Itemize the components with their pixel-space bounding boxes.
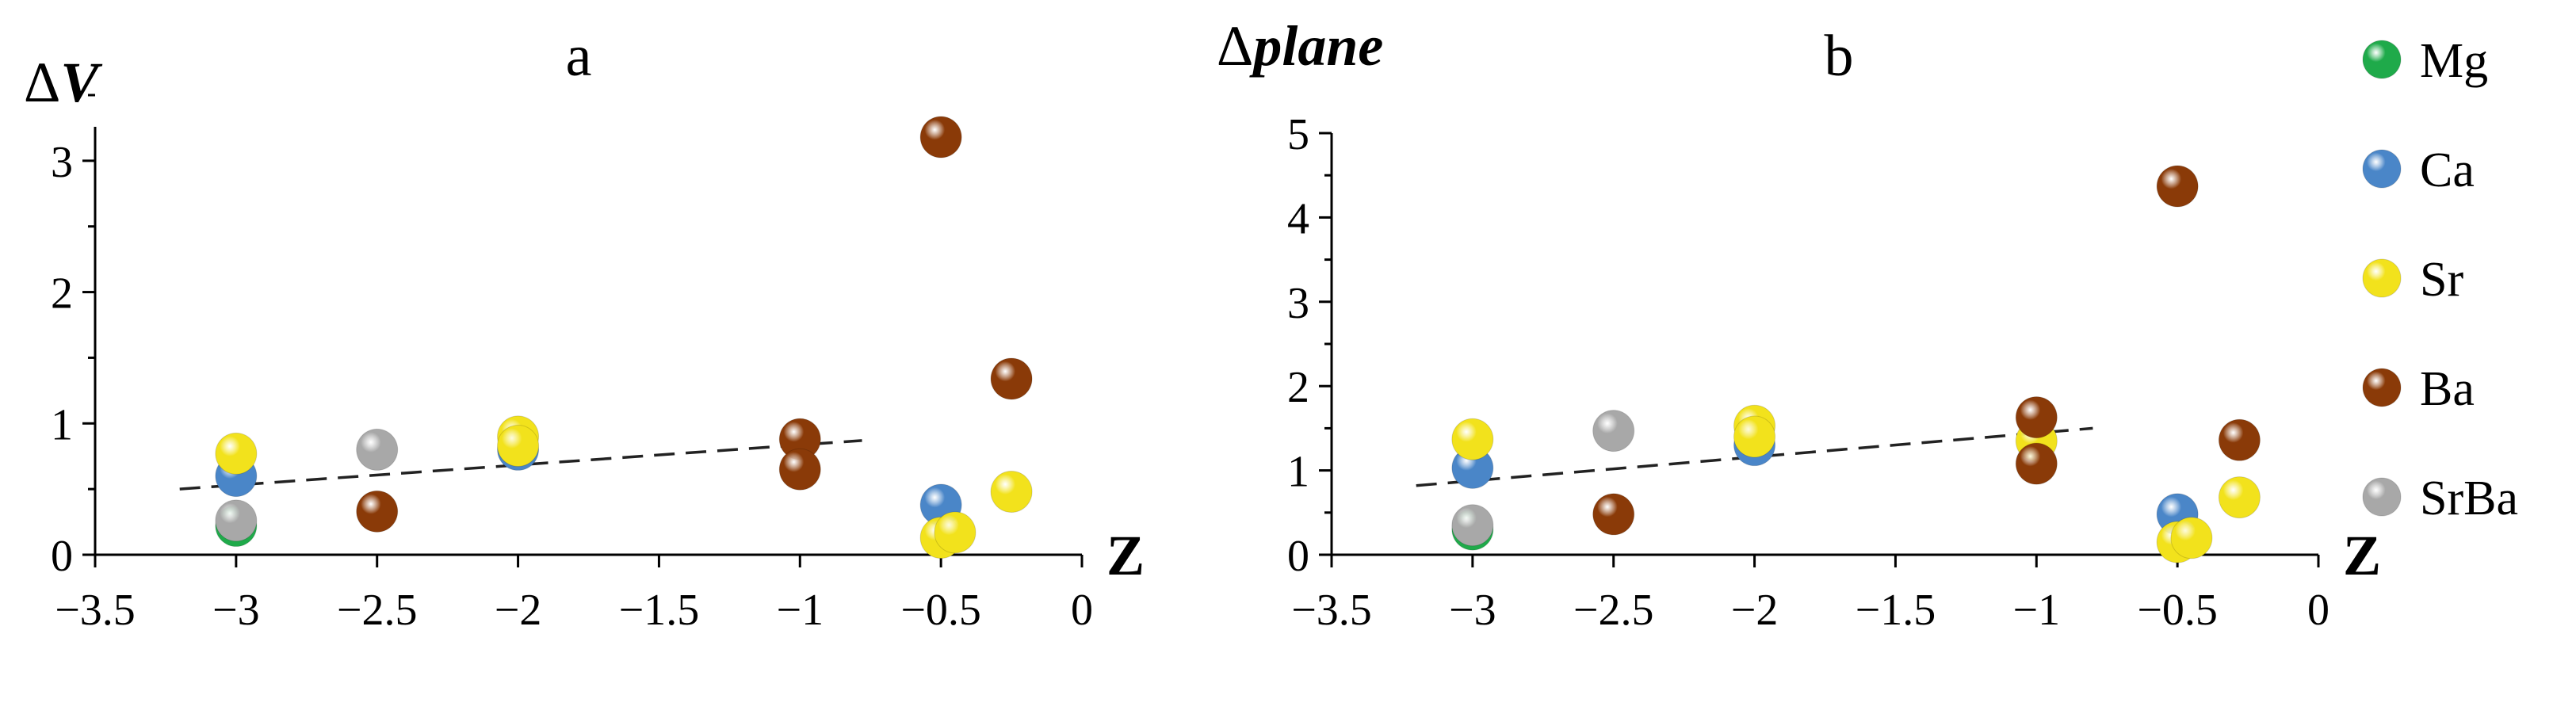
legend-label-ba: Ba <box>2420 362 2475 416</box>
y-tick-label: 4 <box>1287 194 1309 243</box>
x-tick-label: −2.5 <box>1573 586 1654 635</box>
x-tick-label: −3 <box>1449 586 1496 635</box>
y-tick-label: 5 <box>1287 110 1309 159</box>
legend-label-srba: SrBa <box>2420 472 2518 525</box>
point-sr <box>497 424 540 467</box>
trendline <box>1416 426 2093 487</box>
point-ba <box>2218 418 2261 461</box>
y-tick-label: 2 <box>51 269 73 319</box>
x-tick-label: 0 <box>1071 586 1093 635</box>
legend-label-sr: Sr <box>2420 253 2463 307</box>
point-sr <box>934 511 977 554</box>
legend-marker-sr <box>2362 258 2402 298</box>
point-srba <box>356 428 399 471</box>
x-tick-label: −3.5 <box>55 586 136 635</box>
panel-a: −3.5 −3 −2.5 −2 −1.5 −1 −0.5 0 0 1 2 3 a ΔV Z <box>24 24 1145 635</box>
point-srba <box>215 499 258 542</box>
point-ba <box>1592 493 1635 536</box>
point-srba <box>1592 410 1635 453</box>
y-tick-label: 0 <box>51 532 73 581</box>
y-axis-title: Δplane <box>1217 14 1383 78</box>
legend-marker-srba <box>2362 477 2402 517</box>
point-ba <box>2156 165 2199 208</box>
x-tick-label: −1 <box>2012 586 2060 635</box>
y-tick-label: 3 <box>1287 279 1309 328</box>
point-sr <box>1733 415 1776 458</box>
x-tick-label: −0.5 <box>2137 586 2218 635</box>
x-tick-label: −0.5 <box>900 586 981 635</box>
point-sr <box>2218 476 2261 519</box>
y-axis-title-variable: plane <box>1248 14 1383 78</box>
y-tick-label: 1 <box>1287 448 1309 497</box>
point-sr <box>1451 418 1494 460</box>
y-axis-title-symbol: Δ <box>24 51 60 114</box>
x-tick-label: 0 <box>2307 586 2329 635</box>
x-tick-label: −2.5 <box>337 586 418 635</box>
x-axis-title: Z <box>1106 524 1145 587</box>
point-ba <box>919 116 962 158</box>
x-tick-label: −2 <box>1731 586 1779 635</box>
legend-label-mg: Mg <box>2420 34 2488 88</box>
point-srba <box>1451 504 1494 547</box>
x-tick-label: −2 <box>495 586 542 635</box>
y-tick-label: 0 <box>1287 532 1309 581</box>
point-ba <box>2015 442 2058 485</box>
x-tick-label: −3 <box>212 586 260 635</box>
y-tick-label: 3 <box>51 138 73 187</box>
y-axis-title: ΔV <box>24 51 102 114</box>
point-ba <box>356 490 399 533</box>
trendline <box>179 439 862 491</box>
panel-b: −3.5 −3 −2.5 −2 −1.5 −1 −0.5 0 0 1 2 3 4 5 b Δplane Z <box>1217 14 2381 635</box>
legend-label-ca: Ca <box>2420 143 2475 197</box>
legend-marker-ba <box>2362 368 2402 407</box>
point-sr <box>2170 517 2213 560</box>
y-axis-title-variable: V <box>60 51 102 114</box>
point-ba <box>778 448 821 491</box>
point-ba <box>990 357 1033 400</box>
legend-marker-ca <box>2362 149 2402 189</box>
x-axis-title: Z <box>2343 524 2381 587</box>
point-sr <box>215 432 258 475</box>
panel-title: b <box>1825 24 1854 89</box>
legend-marker-mg <box>2362 40 2402 79</box>
y-tick-label: 1 <box>51 400 73 449</box>
y-axis-title-symbol: Δ <box>1217 14 1253 78</box>
panel-title: a <box>566 24 592 89</box>
x-tick-label: −1 <box>776 586 824 635</box>
point-sr <box>990 470 1033 513</box>
point-ba <box>2015 396 2058 439</box>
x-tick-label: −1.5 <box>619 586 700 635</box>
x-tick-label: −1.5 <box>1856 586 1936 635</box>
y-tick-label: 2 <box>1287 363 1309 412</box>
x-tick-label: −3.5 <box>1291 586 1372 635</box>
